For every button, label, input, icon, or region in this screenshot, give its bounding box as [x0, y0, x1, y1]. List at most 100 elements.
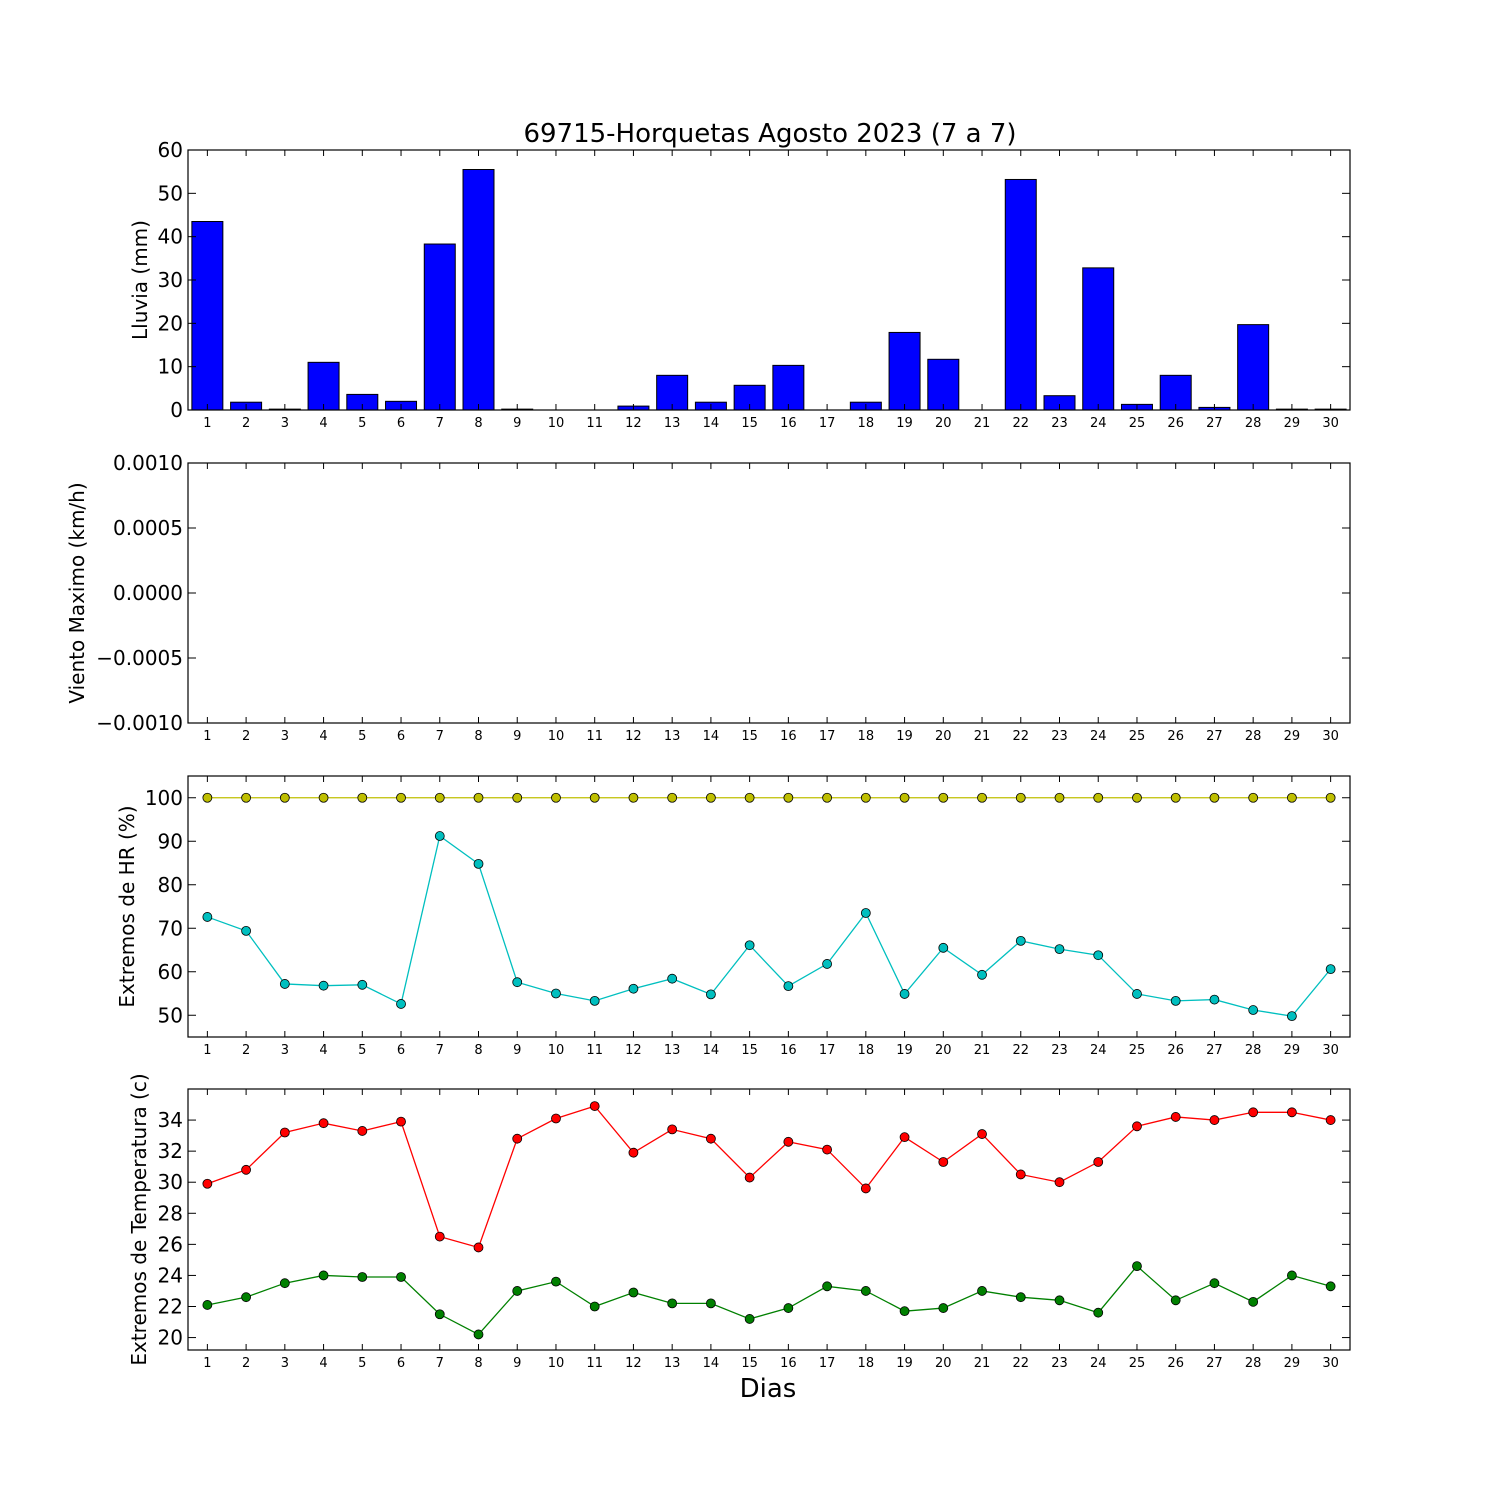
humidity-xtick-label: 19: [896, 1043, 913, 1058]
humidity-xtick-label: 8: [474, 1043, 482, 1058]
wind-xtick-label: 12: [625, 729, 642, 744]
temperature-series-2-point: [977, 1286, 987, 1296]
temperature-xtick-label: 8: [474, 1356, 482, 1371]
wind-xtick-label: 6: [397, 729, 405, 744]
humidity-series-2-point: [318, 980, 329, 991]
humidity-series-1-point: [706, 792, 716, 803]
wind-y-axis-label: Viento Maximo (km/h): [65, 482, 89, 703]
temperature-ytick-label: 24: [158, 1263, 183, 1287]
temperature-series-1-point: [279, 1127, 290, 1138]
rain-ytick-label: 20: [158, 311, 183, 335]
temperature-series-1-point: [822, 1144, 832, 1155]
temperature-series-1-point: [938, 1157, 949, 1167]
temperature-series-2-point: [1015, 1292, 1026, 1303]
wind-xtick-label: 2: [242, 729, 250, 744]
wind-xtick-label: 9: [513, 729, 521, 744]
humidity-xtick-label: 23: [1051, 1043, 1068, 1058]
temperature-series-1-point: [783, 1136, 794, 1147]
wind-ytick-label: 0.0005: [113, 516, 183, 540]
humidity-xtick-label: 12: [625, 1043, 642, 1058]
rain-ytick-label: 60: [158, 138, 183, 162]
humidity-series-2-point: [589, 995, 600, 1006]
temperature-ytick-label: 32: [158, 1139, 183, 1163]
wind-xtick-label: 14: [703, 729, 720, 744]
humidity-series-2-point: [1209, 994, 1220, 1005]
rain-xtick-label: 6: [397, 416, 405, 431]
humidity-series-1-point: [1170, 792, 1181, 803]
humidity-xtick-label: 24: [1090, 1043, 1107, 1058]
wind-xtick-label: 30: [1322, 729, 1339, 744]
humidity-series-1-point: [667, 792, 678, 803]
temperature-series-1-point: [628, 1147, 639, 1158]
rain-xtick-label: 2: [242, 416, 250, 431]
rain-xtick-label: 9: [513, 416, 521, 431]
temperature-xtick-label: 12: [625, 1356, 642, 1371]
humidity-series-2-point: [938, 942, 949, 953]
humidity-series-2-point: [667, 973, 678, 984]
wind-xtick-label: 7: [436, 729, 444, 744]
humidity-series-1-point: [318, 792, 329, 803]
rain-xtick-label: 8: [474, 416, 482, 431]
humidity-series-2-point: [783, 981, 794, 992]
temperature-series-1-point: [1248, 1107, 1259, 1118]
temperature-xtick-label: 20: [935, 1356, 952, 1371]
wind-xtick-label: 22: [1012, 729, 1029, 744]
humidity-series-2-point: [396, 999, 406, 1009]
temperature-y-axis-label: Extremos de Temperatura (c): [127, 1073, 151, 1365]
humidity-xtick-label: 22: [1012, 1043, 1029, 1058]
temperature-xtick-label: 30: [1322, 1356, 1339, 1371]
rain-xtick-label: 1: [203, 416, 211, 431]
wind-xtick-label: 20: [935, 729, 952, 744]
temperature-ytick-label: 30: [158, 1170, 183, 1194]
temperature-series-1-point: [589, 1101, 600, 1111]
humidity-series-1-point: [744, 792, 755, 803]
humidity-series-2-point: [706, 989, 716, 1000]
humidity-series-1-point: [589, 792, 600, 803]
temperature-ytick-label: 28: [158, 1201, 183, 1225]
humidity-series-1-point: [551, 792, 561, 803]
humidity-xtick-label: 5: [358, 1043, 366, 1058]
humidity-series-1-point: [241, 792, 252, 803]
temperature-series-2-point: [551, 1276, 561, 1287]
temperature-xtick-label: 4: [319, 1356, 327, 1371]
rain-xtick-label: 27: [1206, 416, 1223, 431]
humidity-series-2-point: [1325, 964, 1336, 975]
rain-xtick-label: 14: [703, 416, 720, 431]
temperature-series-2-point: [860, 1286, 871, 1296]
humidity-series-2-point: [551, 988, 561, 999]
humidity-xtick-label: 1: [203, 1043, 211, 1058]
rain-xtick-label: 29: [1284, 416, 1301, 431]
humidity-xtick-label: 16: [780, 1043, 797, 1058]
humidity-series-1-point: [977, 792, 987, 803]
temperature-series-2-point: [667, 1298, 678, 1309]
temperature-xtick-label: 3: [281, 1356, 289, 1371]
temperature-series-2-point: [1325, 1281, 1336, 1292]
humidity-xtick-label: 30: [1322, 1043, 1339, 1058]
temperature-xtick-label: 27: [1206, 1356, 1223, 1371]
humidity-ytick-label: 60: [158, 960, 183, 984]
temperature-series-2-point: [938, 1303, 949, 1313]
temperature-series-1-point: [1209, 1115, 1220, 1125]
temperature-panel: 1 2 3 4 5 6 7 8 9 10 11 12 13 14 15 16 17 18 19 20 21 22 23 24 2…: [127, 1073, 1351, 1371]
temperature-ytick-label: 34: [158, 1108, 183, 1132]
temperature-series-1-point: [1093, 1157, 1104, 1167]
wind-ytick-label: 0.0010: [113, 451, 183, 475]
rain-xtick-label: 7: [436, 416, 444, 431]
wind-xtick-label: 25: [1129, 729, 1146, 744]
humidity-xtick-label: 11: [586, 1043, 603, 1058]
wind-xtick-label: 15: [741, 729, 758, 744]
temperature-series-2-point: [899, 1306, 910, 1317]
rain-bar: [423, 243, 456, 411]
temperature-series-1-point: [977, 1129, 987, 1139]
humidity-series-2-point: [279, 979, 290, 989]
humidity-xtick-label: 13: [664, 1043, 681, 1058]
humidity-series-2-point: [1015, 935, 1026, 946]
wind-xtick-label: 8: [474, 729, 482, 744]
humidity-xtick-label: 29: [1284, 1043, 1301, 1058]
temperature-xtick-label: 21: [974, 1356, 991, 1371]
temperature-series-2-point: [783, 1303, 794, 1313]
rain-xtick-label: 3: [281, 416, 289, 431]
temperature-series-1-point: [744, 1172, 755, 1183]
rain-y-axis-label: Lluvia (mm): [128, 220, 152, 340]
